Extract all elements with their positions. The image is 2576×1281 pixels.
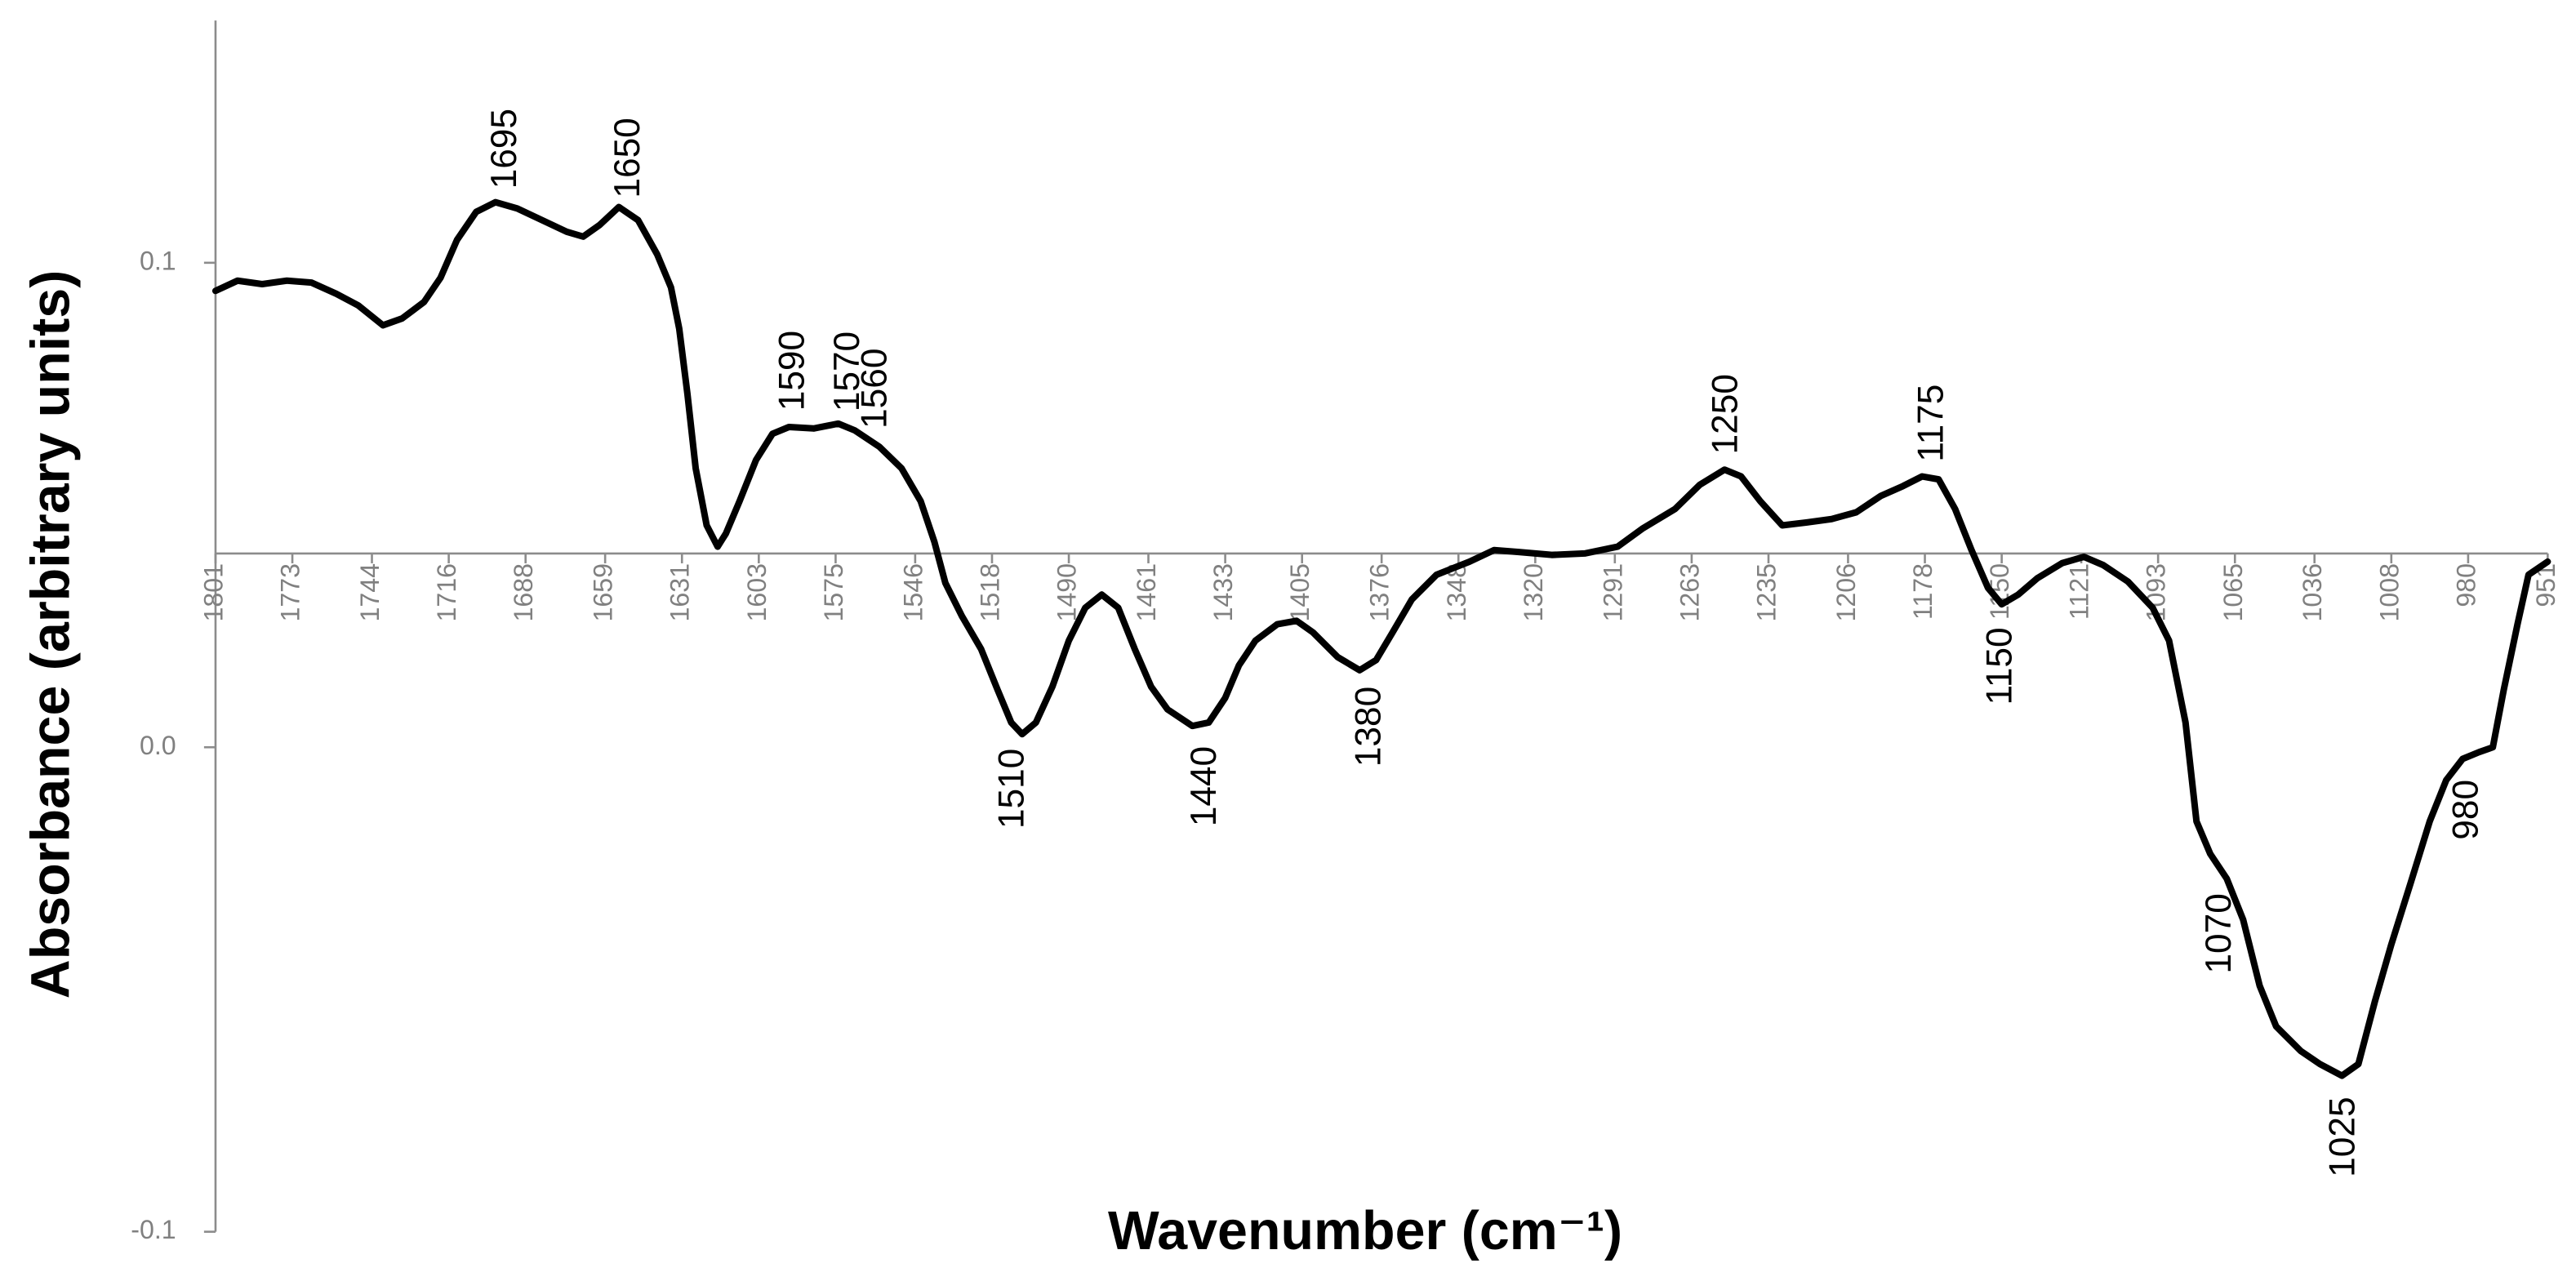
spectrum-line (211, 198, 2552, 1079)
x-tick-label: 1206 (1831, 563, 1861, 622)
x-tick-label: 1631 (665, 563, 695, 622)
x-tick-label: 1376 (1365, 563, 1395, 622)
x-tick-label: 1490 (1052, 563, 1082, 622)
peak-label: 1590 (772, 331, 812, 411)
peak-label: 1570 (827, 331, 867, 411)
peak-label: 1380 (1348, 687, 1388, 767)
x-tick-label: 1688 (509, 563, 538, 622)
peak-label: 1150 (1979, 627, 2019, 705)
x-tick-label: 1121 (2065, 563, 2094, 620)
x-tick-label: 1235 (1751, 563, 1781, 622)
x-axis-title: Wavenumber (cm⁻¹) (1108, 1201, 1622, 1261)
x-tick-label: 1433 (1208, 563, 1238, 622)
x-tick-label: 1603 (742, 563, 772, 622)
x-tick-label: 1518 (975, 563, 1004, 622)
peak-label: 1250 (1705, 374, 1745, 454)
peak-label: 1510 (992, 749, 1032, 829)
y-tick-label: -0.1 (131, 1215, 176, 1244)
x-tick-label: 1036 (2298, 563, 2327, 622)
peak-label: 1650 (607, 118, 647, 198)
x-tick-label: 1744 (355, 563, 385, 622)
x-tick-label: 1008 (2374, 563, 2404, 622)
x-tick-label: 1659 (589, 563, 618, 622)
peak-label: 980 (2446, 780, 2486, 840)
y-tick-label: 0.1 (140, 246, 176, 275)
x-tick-label: 1461 (1132, 563, 1161, 622)
x-tick-label: 1178 (1908, 563, 1938, 620)
peak-label: 1070 (2199, 893, 2239, 973)
x-tick-label: 1320 (1519, 563, 1548, 622)
peak-label: 1695 (484, 109, 524, 189)
x-tick-label: 1405 (1285, 563, 1315, 622)
peak-label: 1560 (855, 349, 895, 429)
x-tick-label: 1263 (1675, 563, 1704, 622)
y-axis-title: Absorbance (arbitrary units) (20, 270, 81, 999)
peak-label: 1440 (1184, 746, 1224, 826)
x-tick-label: 1716 (432, 563, 461, 622)
x-tick-label: 1801 (198, 563, 228, 622)
x-tick-label: 1575 (819, 563, 848, 622)
x-tick-label: 1065 (2218, 563, 2248, 622)
y-tick-label: 0.0 (140, 731, 176, 760)
x-tick-label: 1291 (1598, 563, 1627, 622)
x-tick-label: 1546 (898, 563, 928, 622)
peak-label: 1025 (2322, 1096, 2362, 1176)
x-tick-label: 980 (2451, 563, 2480, 607)
x-tick-label: 1773 (276, 563, 305, 622)
peak-label: 1175 (1911, 385, 1951, 462)
